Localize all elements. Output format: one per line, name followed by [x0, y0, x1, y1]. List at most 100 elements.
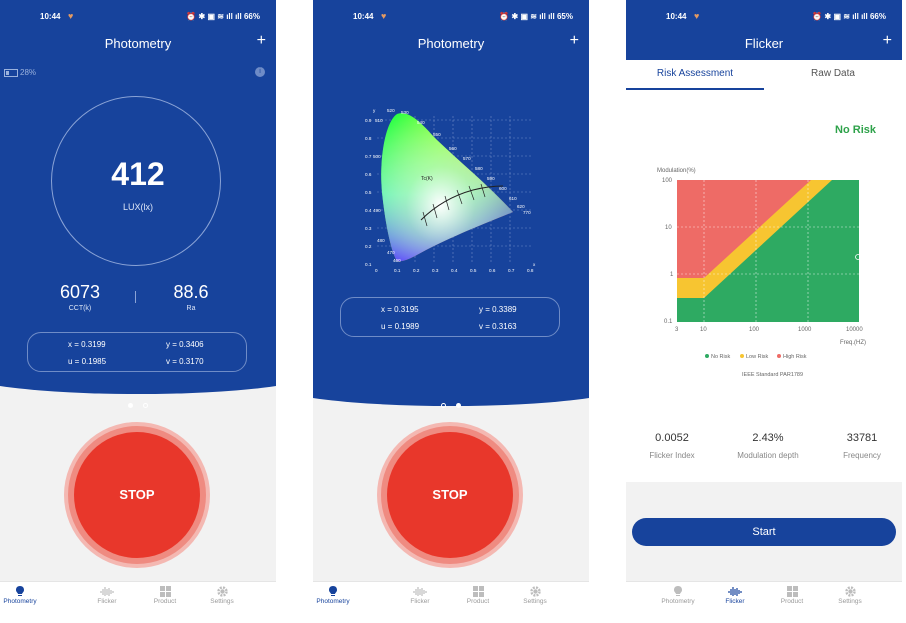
x-tick: 10	[700, 327, 707, 333]
nav-settings[interactable]: Settings	[505, 586, 565, 605]
start-button[interactable]: Start	[632, 518, 896, 546]
coordinates-panel: x = 0.3195 y = 0.3389 u = 0.1989 v = 0.3…	[340, 297, 560, 337]
lux-unit: LUX(lx)	[122, 202, 153, 212]
nav-photometry[interactable]: Photometry	[648, 586, 708, 605]
add-button[interactable]: +	[882, 32, 892, 49]
frequency-stat: 33781 Frequency	[816, 432, 902, 460]
modulation-depth-label: Modulation depth	[737, 451, 799, 460]
y-tick: 0.1	[664, 319, 673, 325]
status-bar: 10:44 ♥ ⏰ ✱ ▣ ≋ ıll ıll 66%	[626, 0, 902, 34]
cie-y-tick: 0.9	[365, 118, 372, 123]
info-icon[interactable]: i	[255, 67, 265, 77]
lux-value: 412	[111, 156, 165, 192]
cie-wavelength-label: 530	[401, 110, 409, 115]
page-title: Flicker	[744, 36, 784, 51]
grid-icon	[448, 586, 508, 598]
flicker-index-label: Flicker Index	[649, 451, 695, 460]
photometry-cie-screen: 10:44 ♥ ⏰ ✱ ▣ ≋ ıll ıll 65% Photometry +	[313, 0, 589, 610]
battery-icon	[4, 68, 18, 77]
cie-wavelength-label: 560	[449, 146, 457, 151]
ra-value: 88.6	[173, 282, 209, 302]
cie-tc-label: Tc(K)	[421, 176, 433, 182]
cie-x-tick: 0.2	[413, 268, 420, 273]
chart-y-label: Modulation(%)	[657, 168, 696, 174]
header-background	[626, 0, 902, 60]
bulb-icon	[648, 586, 708, 598]
measurement-marker	[855, 254, 861, 260]
page-dot-1[interactable]	[128, 403, 133, 408]
cie-wavelength-label: 620	[517, 204, 525, 209]
low-risk-region	[677, 180, 832, 298]
coord-u: u = 0.1989	[381, 322, 420, 331]
page-dot-2[interactable]	[456, 403, 461, 408]
flicker-index-stat: 0.0052 Flicker Index	[626, 432, 718, 460]
x-tick: 100	[749, 327, 760, 333]
gear-icon	[505, 586, 565, 598]
grid-icon	[135, 586, 195, 598]
active-tab-indicator	[626, 88, 764, 90]
stop-button-ring: STOP	[381, 426, 519, 564]
nav-settings[interactable]: Settings	[192, 586, 252, 605]
tab-risk-assessment[interactable]: Risk Assessment	[656, 68, 734, 79]
ra-metric: 88.6 Ra	[151, 282, 231, 312]
status-icons: ⏰ ✱ ▣ ≋ ıll ıll 66%	[186, 12, 260, 21]
coord-x: x = 0.3195	[381, 305, 419, 314]
nav-flicker[interactable]: Flicker	[390, 586, 450, 605]
y-tick: 100	[662, 178, 673, 184]
cie-chromaticity-diagram: Tc(K) yx0 0.1 0.2 0.3 0.4 0.5 0.6 0.7 0.80.90.80…	[365, 108, 536, 273]
nav-flicker[interactable]: Flicker	[705, 586, 765, 605]
chart-x-label: Freq.(HZ)	[840, 340, 866, 346]
page-indicator	[0, 395, 276, 413]
cie-y-tick: 0.2	[365, 244, 372, 249]
nav-product[interactable]: Product	[762, 586, 822, 605]
nav-settings[interactable]: Settings	[820, 586, 880, 605]
cie-x-tick: 0	[375, 268, 378, 273]
waveform-icon	[705, 586, 765, 598]
coord-v: v = 0.3170	[166, 357, 204, 366]
x-tick: 10000	[846, 327, 863, 333]
bottom-nav: Photometry Flicker Product Settings	[626, 581, 902, 610]
x-tick: 3	[675, 327, 679, 333]
no-risk-region	[677, 180, 859, 322]
tab-raw-data[interactable]: Raw Data	[811, 68, 855, 79]
bottom-nav: Photometry Flicker Product Settings	[313, 581, 589, 610]
nav-photometry[interactable]: Photometry	[313, 586, 363, 605]
add-button[interactable]: +	[569, 32, 579, 49]
standard-label: IEEE Standard PAR1789	[742, 372, 803, 378]
cie-x-tick: 0.7	[508, 268, 515, 273]
cie-x-tick: 0.8	[527, 268, 534, 273]
status-bar: 10:44 ♥ ⏰ ✱ ▣ ≋ ıll ıll 66%	[0, 0, 276, 34]
cie-wavelength-label: 510	[375, 118, 383, 123]
planckian-locus	[420, 185, 504, 221]
nav-product[interactable]: Product	[135, 586, 195, 605]
gear-icon	[192, 586, 252, 598]
cie-wavelength-label: 460	[393, 258, 401, 263]
cie-wavelength-label: 580	[475, 166, 483, 171]
stop-button[interactable]: STOP	[387, 432, 513, 558]
cie-y-tick: 0.5	[365, 190, 372, 195]
flicker-risk-chart: Modulation(%) 100 10 1 0.1 3 10 100 1000…	[657, 168, 866, 378]
x-tick: 1000	[798, 327, 812, 333]
cie-y-tick: 0.1	[365, 262, 372, 267]
waveform-icon	[77, 586, 137, 598]
status-icons: ⏰ ✱ ▣ ≋ ıll ıll 65%	[499, 12, 573, 21]
cie-wavelength-label: 610	[509, 196, 517, 201]
battery-percent: 66%	[869, 12, 886, 21]
cie-y-tick: 0.3	[365, 226, 372, 231]
cie-x-tick: 0.3	[432, 268, 439, 273]
stop-button[interactable]: STOP	[74, 432, 200, 558]
device-battery: 28%	[4, 68, 36, 77]
stop-button-ring: STOP	[68, 426, 206, 564]
nav-flicker[interactable]: Flicker	[77, 586, 137, 605]
cie-y-tick: 0.4	[365, 208, 372, 213]
cct-metric: 6073 CCT(k)	[40, 282, 120, 312]
status-icons: ⏰ ✱ ▣ ≋ ıll ıll 66%	[812, 12, 886, 21]
nav-photometry[interactable]: Photometry	[0, 586, 50, 605]
photometry-screen: 10:44 ♥ ⏰ ✱ ▣ ≋ ıll ıll 66% Photometry +…	[0, 0, 276, 610]
nav-product[interactable]: Product	[448, 586, 508, 605]
y-tick: 1	[670, 272, 674, 278]
page-dot-2[interactable]	[143, 403, 148, 408]
add-button[interactable]: +	[256, 32, 266, 49]
frequency-label: Frequency	[843, 451, 881, 460]
page-dot-1[interactable]	[441, 403, 446, 408]
